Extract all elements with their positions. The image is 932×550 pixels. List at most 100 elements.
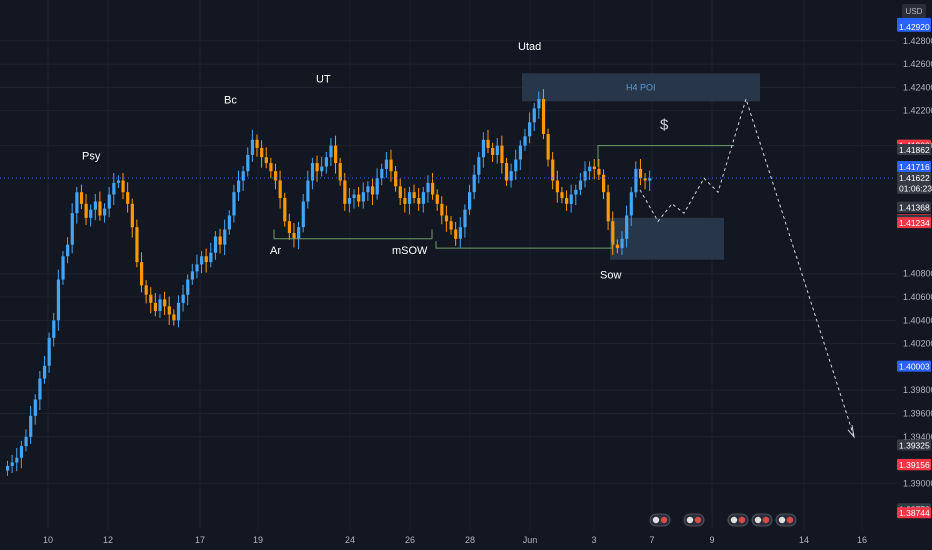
candle-body bbox=[403, 198, 407, 204]
x-tick-label: 9 bbox=[709, 535, 714, 545]
candle-body bbox=[389, 159, 393, 172]
candle-body bbox=[398, 186, 402, 199]
candle-body bbox=[578, 180, 583, 190]
flag-dot bbox=[738, 516, 746, 524]
h4-poi-zone[interactable] bbox=[522, 73, 760, 102]
candle-body bbox=[606, 192, 610, 222]
y-tick-label: 1.40600 bbox=[903, 292, 932, 302]
candle-body bbox=[426, 182, 430, 193]
candle-body bbox=[338, 163, 342, 181]
candle-body bbox=[186, 279, 190, 295]
price-tags: 1.429451.429201.419001.418621.417161.416… bbox=[897, 17, 932, 519]
candle-body bbox=[629, 192, 633, 216]
price-tag-text: 01:06:23 bbox=[899, 184, 932, 194]
currency-badge[interactable] bbox=[902, 4, 926, 18]
event-flag-icon[interactable] bbox=[683, 513, 705, 527]
candle-body bbox=[495, 145, 499, 155]
candle-body bbox=[126, 192, 130, 204]
label-bc: Bc bbox=[224, 95, 237, 107]
candle-body bbox=[297, 227, 301, 239]
candle-body bbox=[509, 171, 513, 181]
candle-body bbox=[24, 436, 28, 447]
candle-body bbox=[213, 236, 218, 253]
price-tag-bg bbox=[897, 459, 931, 471]
event-flag-icon[interactable] bbox=[649, 513, 671, 527]
candle-body bbox=[329, 145, 333, 158]
candle-body bbox=[79, 192, 84, 204]
flag-dot bbox=[754, 516, 762, 524]
flag-dot bbox=[778, 516, 786, 524]
candle-body bbox=[200, 256, 204, 265]
candle-body bbox=[412, 192, 416, 199]
price-axis-bg bbox=[896, 0, 932, 550]
candle-body bbox=[283, 198, 287, 222]
x-tick-label: 28 bbox=[465, 535, 475, 545]
candle-body bbox=[394, 171, 398, 187]
time-axis[interactable]: 10 12 17 19 24 26 28 Jun 3 7 9 14 16 bbox=[43, 535, 867, 545]
flag-dot bbox=[762, 516, 770, 524]
candle-body bbox=[537, 99, 541, 109]
candle-body bbox=[528, 122, 532, 137]
candle-body bbox=[638, 168, 643, 179]
candle-body bbox=[237, 180, 241, 193]
candle-body bbox=[38, 378, 42, 400]
event-flag-icon[interactable] bbox=[775, 513, 797, 527]
candle-body bbox=[84, 203, 88, 218]
candle-body bbox=[370, 186, 375, 195]
demand-zone[interactable] bbox=[610, 217, 724, 260]
candle-body bbox=[431, 182, 435, 195]
price-tag-bg bbox=[897, 201, 931, 213]
currency-label: USD bbox=[906, 7, 923, 16]
label-ar: Ar bbox=[270, 245, 281, 257]
price-tag-bg bbox=[897, 171, 931, 183]
candle-body bbox=[347, 198, 352, 204]
y-tick-label: 1.40800 bbox=[903, 269, 932, 279]
price-tag-bg bbox=[897, 20, 931, 32]
candle-body bbox=[218, 236, 222, 245]
price-tag-text: 1.41716 bbox=[899, 162, 930, 172]
price-tag-bg bbox=[897, 360, 931, 372]
price-tag-bg bbox=[897, 144, 931, 156]
price-tag: 1.41716 bbox=[897, 161, 931, 173]
price-tag-bg bbox=[897, 182, 931, 194]
candle-body bbox=[435, 194, 439, 204]
event-flag-icon[interactable] bbox=[751, 513, 773, 527]
ar-range-bracket[interactable] bbox=[273, 229, 433, 240]
price-tag: 1.39325 bbox=[897, 439, 931, 451]
liquidity-line[interactable] bbox=[597, 145, 734, 167]
candle-body bbox=[153, 302, 158, 312]
candle-body bbox=[287, 221, 292, 233]
candle-body bbox=[625, 215, 629, 239]
h4-poi-label: H4 POI bbox=[626, 82, 656, 92]
y-tick-label: 1.39800 bbox=[903, 385, 932, 395]
flag-dot bbox=[686, 516, 694, 524]
candle-body bbox=[301, 201, 305, 228]
candle-body bbox=[130, 203, 134, 228]
candle-body bbox=[615, 244, 620, 249]
price-tag-text: 1.41368 bbox=[899, 203, 930, 213]
event-flag-icon[interactable] bbox=[727, 513, 749, 527]
price-axis[interactable]: USD 1.432001.428001.426001.424001.422001… bbox=[896, 0, 932, 550]
zones: H4 POI bbox=[522, 73, 760, 260]
candle-body bbox=[172, 314, 176, 321]
candle-body bbox=[144, 285, 148, 295]
candle-body bbox=[232, 192, 236, 216]
price-tag-bg bbox=[897, 217, 931, 229]
drawings bbox=[0, 97, 896, 439]
price-tag-text: 1.38744 bbox=[899, 508, 930, 518]
flag-dot bbox=[786, 516, 794, 524]
msow-range-bracket[interactable] bbox=[435, 241, 613, 249]
price-tag: 1.42920 bbox=[897, 20, 931, 32]
candle-body bbox=[260, 147, 264, 158]
candle-body bbox=[532, 108, 536, 123]
candle-body bbox=[500, 145, 504, 164]
candle-body bbox=[518, 145, 523, 160]
label-psy: Psy bbox=[82, 151, 101, 163]
candle-body bbox=[597, 168, 601, 175]
candle-body bbox=[103, 208, 107, 216]
grid bbox=[0, 0, 896, 530]
candle-body bbox=[514, 159, 518, 172]
candle-body bbox=[209, 252, 213, 263]
